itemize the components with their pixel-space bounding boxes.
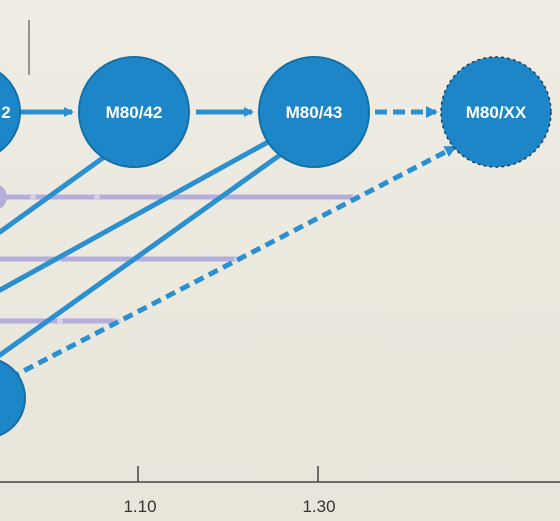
- node-label: M80/XX: [466, 103, 527, 122]
- node-circle: [258, 56, 370, 168]
- connector-m80-42-to-left: [0, 144, 121, 235]
- node-circle: [78, 56, 190, 168]
- guide-dot: [94, 194, 100, 200]
- guide-dot: [30, 194, 36, 200]
- node-label: M80/43: [286, 103, 343, 122]
- tick-label-1-30: 1.30: [302, 497, 335, 516]
- node-label: M80/42: [106, 103, 163, 122]
- partial-node-bottom-left: [0, 359, 26, 437]
- connector-m80-43-to-left-a: [0, 139, 271, 293]
- node-m80-xx[interactable]: M80/XX: [440, 56, 552, 168]
- node-circle-dashed: [440, 56, 552, 168]
- dashed-connector-to-m80-xx: [8, 144, 457, 381]
- connector-m80-43-to-left-b: [0, 152, 283, 358]
- tick-label-1-10: 1.10: [123, 497, 156, 516]
- diagonal-connectors: [0, 139, 283, 358]
- guide-dot: [57, 318, 63, 324]
- node-m80-43[interactable]: M80/43: [258, 56, 370, 168]
- partial-lavender-node: [0, 185, 7, 209]
- node-left-partial[interactable]: 2: [0, 64, 21, 160]
- time-axis: 1.10 1.30: [0, 466, 560, 516]
- node-label: 2: [1, 103, 10, 122]
- node-circle: [0, 71, 21, 153]
- node-m80-42[interactable]: M80/42: [78, 56, 190, 168]
